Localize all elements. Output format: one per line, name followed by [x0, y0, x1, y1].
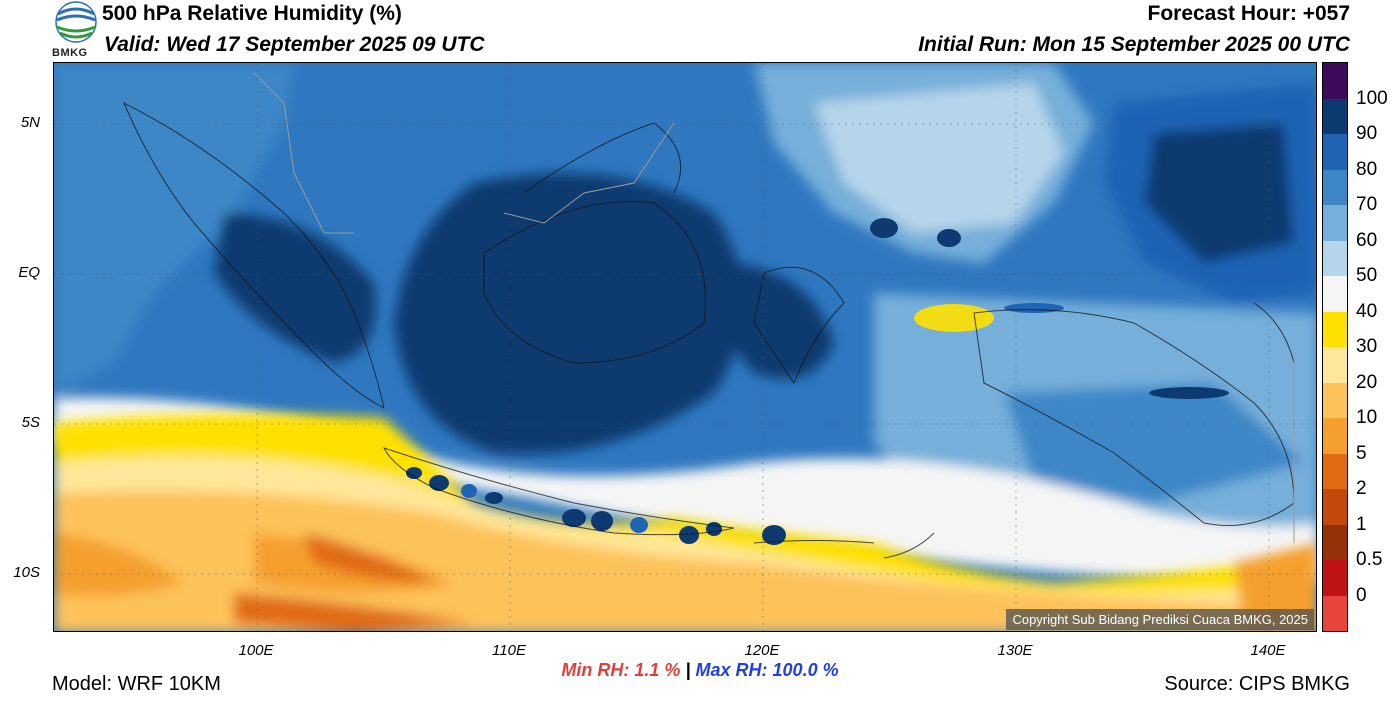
colorbar-label: 60 [1356, 229, 1378, 251]
colorbar-segment [1323, 489, 1347, 525]
colorbar-segment [1323, 524, 1347, 560]
colorbar-segment [1323, 169, 1347, 205]
colorbar-label: 40 [1356, 300, 1378, 322]
lon-label-100e: 100E [238, 642, 274, 659]
lat-label-eq: EQ [18, 264, 40, 281]
lon-label-140e: 140E [1250, 642, 1286, 659]
colorbar-label: 20 [1356, 371, 1378, 393]
colorbar-label: 80 [1356, 158, 1378, 180]
logo-text: BMKG [52, 47, 88, 59]
colorbar-segment [1323, 595, 1347, 631]
colorbar [1322, 62, 1348, 632]
rh-stats: Min RH: 1.1 % | Max RH: 100.0 % [0, 660, 1400, 681]
graticule [54, 63, 1316, 631]
colorbar-label: 100 [1356, 87, 1388, 109]
initial-run: Initial Run: Mon 15 September 2025 00 UT… [918, 33, 1350, 56]
colorbar-label: 70 [1356, 194, 1378, 215]
colorbar-segment [1323, 205, 1347, 241]
colorbar-segment [1323, 347, 1347, 383]
copyright-notice: Copyright Sub Bidang Prediksi Cuaca BMKG… [1006, 609, 1314, 630]
lon-label-120e: 120E [744, 642, 780, 659]
humidity-map[interactable] [53, 62, 1317, 632]
stats-separator: | [685, 660, 691, 680]
colorbar-segment [1323, 453, 1347, 489]
bmkg-logo [52, 0, 100, 60]
colorbar-label: 90 [1356, 123, 1378, 144]
colorbar-segment [1323, 240, 1347, 276]
colorbar-segment [1323, 63, 1347, 99]
colorbar-label: 0.5 [1356, 549, 1383, 570]
colorbar-segment [1323, 560, 1347, 596]
max-rh-value: 100.0 % [772, 660, 839, 680]
colorbar-segment [1323, 382, 1347, 418]
colorbar-segment [1323, 276, 1347, 312]
colorbar-label: 50 [1356, 265, 1378, 286]
colorbar-segment [1323, 418, 1347, 454]
colorbar-segment [1323, 98, 1347, 134]
colorbar-label: 10 [1356, 407, 1378, 428]
humidity-map-canvas [54, 63, 1316, 631]
lat-label-5n: 5N [20, 114, 40, 131]
colorbar-segment [1323, 134, 1347, 170]
colorbar-label: 2 [1356, 478, 1367, 499]
colorbar-label: 1 [1356, 513, 1367, 535]
chart-title: 500 hPa Relative Humidity (%) [102, 2, 402, 25]
model-label: Model: WRF 10KM [52, 673, 221, 695]
max-rh-label: Max RH: [695, 660, 768, 680]
colorbar-label: 0 [1356, 584, 1367, 606]
lon-label-110e: 110E [492, 642, 526, 659]
forecast-hour: Forecast Hour: +057 [1147, 2, 1351, 25]
valid-time: Valid: Wed 17 September 2025 09 UTC [104, 33, 485, 56]
lat-label-10s: 10S [13, 564, 40, 581]
lon-label-130e: 130E [997, 642, 1033, 659]
colorbar-label: 30 [1356, 336, 1378, 357]
source-label: Source: CIPS BMKG [1164, 673, 1350, 695]
lat-label-5s: 5S [21, 414, 40, 431]
min-rh-value: 1.1 % [634, 660, 681, 680]
colorbar-segment [1323, 311, 1347, 347]
min-rh-label: Min RH: [561, 660, 630, 680]
colorbar-label: 5 [1356, 442, 1367, 464]
